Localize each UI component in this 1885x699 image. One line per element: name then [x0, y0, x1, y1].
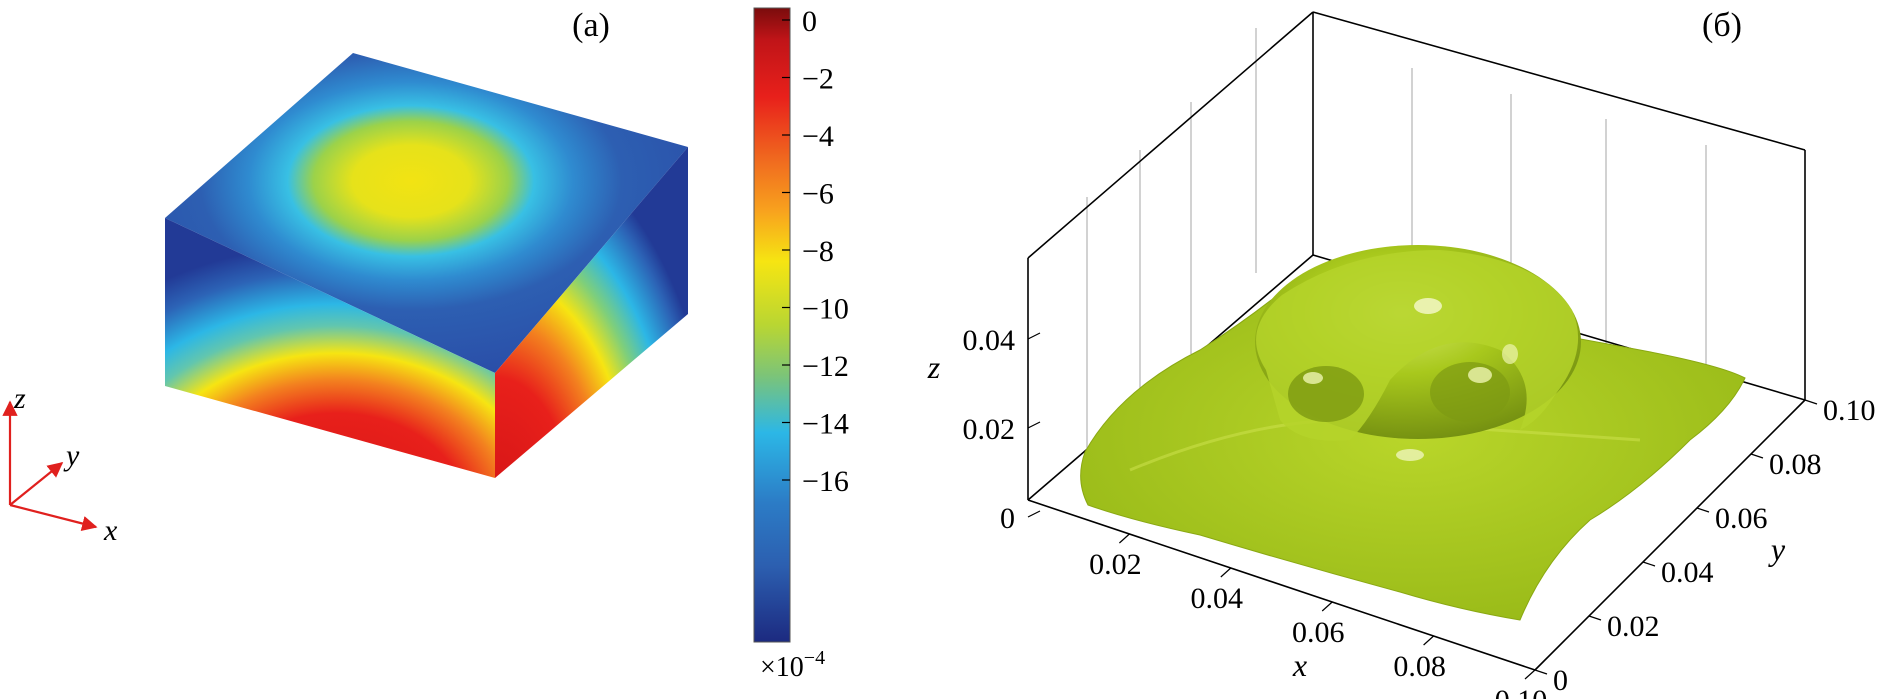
y-tick-mark	[1804, 399, 1818, 405]
x-tick-mark	[1524, 669, 1536, 680]
x-tick-label: 0.10	[1495, 684, 1548, 699]
colorbar-tick-label: −4	[802, 120, 834, 153]
colorbar-tick-label: −6	[802, 178, 834, 211]
y-tick-mark	[1642, 561, 1656, 567]
colorbar-multiplier-base: ×10	[760, 652, 804, 683]
colorbar-tick-label: −8	[802, 235, 834, 268]
colorbar-gradient	[753, 7, 791, 643]
y-axis-label: y	[1768, 531, 1786, 567]
triad-x-label: x	[103, 514, 118, 547]
triad-y-arrow	[9, 462, 64, 506]
y-tick-label: 0.04	[1661, 556, 1714, 589]
z-tick-label: 0.04	[963, 324, 1016, 357]
panel-a-label: (a)	[572, 7, 610, 44]
triad-y-label: y	[63, 439, 80, 472]
y-tick-label: 0.02	[1607, 610, 1660, 643]
y-tick-label: 0.06	[1715, 502, 1768, 535]
colorbar-tick-label: 0	[802, 5, 817, 38]
colorbar-tick-label: −12	[802, 350, 849, 383]
x-tick-mark	[1118, 533, 1130, 544]
axis-triad: z y x	[2, 382, 118, 547]
box-right-face	[495, 147, 688, 478]
potential-box	[165, 53, 688, 478]
colorbar-multiplier-exponent: −4	[804, 647, 825, 669]
x-axis-label: x	[1292, 647, 1307, 683]
triad-z-label: z	[13, 382, 26, 415]
y-tick-label: 0	[1553, 664, 1568, 697]
y-tick-mark	[1534, 669, 1548, 675]
colorbar-ticks: 0 −2 −4 −6 −8 −10 −12 −14 −16	[782, 5, 849, 498]
panel-a: (a) z y x 0−2−4−6−8−10−12−14−16 ×10−4	[2, 5, 849, 683]
y-tick-mark	[1750, 453, 1764, 459]
x-tick-label: 0.08	[1393, 650, 1446, 683]
colorbar-tick-label: −10	[802, 293, 849, 326]
z-tick-mark	[1027, 332, 1041, 340]
box-front-face	[165, 218, 495, 478]
x-tick-mark	[1220, 567, 1232, 578]
y-tick-label: 0.08	[1769, 448, 1822, 481]
panel-b-label: (б)	[1702, 7, 1742, 44]
y-tick-mark	[1696, 507, 1710, 513]
x-tick-mark	[1321, 601, 1333, 612]
z-tick-label: 0.02	[963, 413, 1016, 446]
x-tick-label: 0.02	[1089, 548, 1142, 581]
z-tick-mark	[1027, 510, 1041, 518]
x-tick-label: 0.06	[1292, 616, 1345, 649]
x-tick-label: 0.04	[1191, 582, 1244, 615]
colorbar-multiplier: ×10−4	[760, 647, 825, 683]
colorbar-tick-label: −14	[802, 408, 849, 441]
z-axis-label: z	[927, 349, 941, 385]
isosurface-torus	[1255, 245, 1581, 461]
y-tick-label: 0.10	[1823, 394, 1876, 427]
colorbar-tick-label: −16	[802, 465, 849, 498]
axes-frame	[1027, 11, 1806, 671]
y-tick-mark	[1588, 615, 1602, 621]
panel-b-axes: 0.020.040.060.080.1000.020.040.060.080.1…	[963, 324, 1876, 699]
z-tick-mark	[1027, 421, 1041, 429]
triad-x-arrow	[9, 503, 98, 532]
colorbar-tick-label: −2	[802, 63, 834, 96]
box-top-face	[165, 53, 688, 373]
panel-b: (б)	[927, 7, 1876, 699]
z-tick-label: 0	[1000, 502, 1015, 535]
x-tick-mark	[1423, 635, 1435, 646]
colorbar: 0−2−4−6−8−10−12−14−16 ×10−4	[753, 5, 849, 683]
